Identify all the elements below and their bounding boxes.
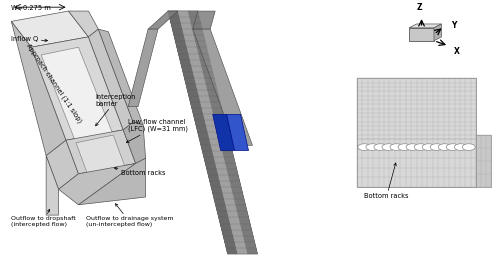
Polygon shape [226, 114, 248, 150]
Polygon shape [46, 156, 58, 215]
Polygon shape [168, 11, 258, 254]
Polygon shape [58, 163, 136, 205]
Circle shape [358, 144, 371, 150]
Text: Approach channel (1:1 slop): Approach channel (1:1 slop) [26, 43, 84, 124]
Polygon shape [128, 29, 158, 107]
Polygon shape [68, 11, 98, 37]
Polygon shape [148, 11, 178, 29]
Polygon shape [41, 47, 114, 143]
Polygon shape [193, 29, 252, 145]
Polygon shape [168, 11, 237, 254]
Circle shape [398, 144, 411, 150]
Text: Low flow channel
(LFC) (W=31 mm): Low flow channel (LFC) (W=31 mm) [126, 119, 188, 143]
Text: Z: Z [416, 3, 422, 12]
Polygon shape [12, 21, 66, 156]
Text: Outflow to drainage system
(un-intercepted flow): Outflow to drainage system (un-intercept… [86, 204, 174, 227]
Text: W=0.275 m: W=0.275 m [12, 4, 51, 11]
Polygon shape [46, 140, 78, 189]
Polygon shape [78, 158, 146, 205]
Circle shape [382, 144, 395, 150]
Text: Outflow to dropshaft
(intercepted flow): Outflow to dropshaft (intercepted flow) [12, 209, 76, 227]
Text: Bottom racks: Bottom racks [114, 167, 165, 176]
Polygon shape [409, 24, 442, 28]
Text: Bottom racks: Bottom racks [364, 163, 409, 199]
Circle shape [422, 144, 435, 150]
Circle shape [462, 144, 475, 150]
Polygon shape [66, 130, 136, 174]
Polygon shape [31, 37, 123, 140]
Circle shape [366, 144, 379, 150]
Text: Y: Y [452, 21, 457, 30]
Text: Interception
barrier: Interception barrier [96, 94, 136, 126]
Circle shape [414, 144, 427, 150]
Polygon shape [212, 114, 234, 150]
Polygon shape [123, 122, 146, 163]
Polygon shape [476, 135, 491, 187]
Polygon shape [193, 11, 215, 29]
Circle shape [406, 144, 419, 150]
Circle shape [390, 144, 403, 150]
Text: X: X [454, 47, 460, 56]
Polygon shape [88, 29, 133, 130]
Text: Inflow Q: Inflow Q [12, 37, 48, 42]
Circle shape [454, 144, 467, 150]
Polygon shape [178, 11, 248, 254]
Polygon shape [409, 28, 434, 41]
Circle shape [446, 144, 459, 150]
Circle shape [430, 144, 443, 150]
Circle shape [374, 144, 387, 150]
Polygon shape [434, 24, 442, 41]
Polygon shape [12, 11, 88, 47]
Polygon shape [98, 29, 143, 125]
Polygon shape [357, 78, 476, 187]
Polygon shape [188, 11, 258, 254]
Polygon shape [76, 135, 126, 176]
Circle shape [438, 144, 451, 150]
